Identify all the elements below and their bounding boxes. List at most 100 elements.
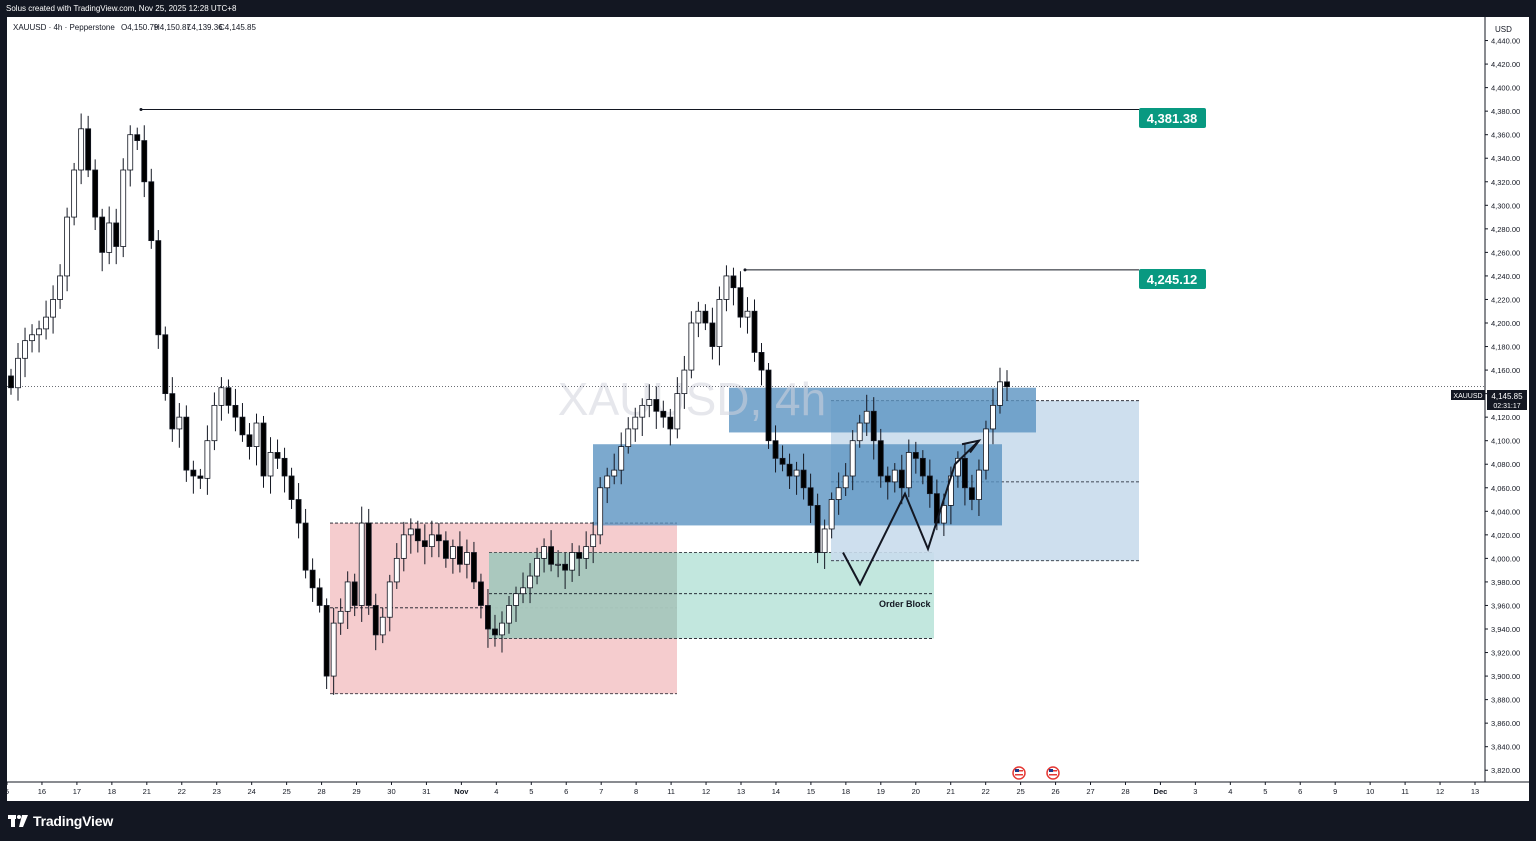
candle-body[interactable] [898,469,905,489]
candle-body[interactable] [849,440,856,477]
candle-body[interactable] [863,410,870,424]
candle-body[interactable] [835,487,842,500]
candle-body[interactable] [919,457,926,477]
candle-body[interactable] [548,546,554,565]
candle-body[interactable] [435,534,442,542]
candle-body[interactable] [590,534,597,548]
candle-body[interactable] [372,605,379,636]
demand-zone-blue[interactable] [593,444,1002,526]
candle-body[interactable] [702,310,709,324]
candle-body[interactable] [625,428,632,447]
candle-body[interactable] [997,381,1003,406]
candle-body[interactable] [569,552,576,571]
candle-body[interactable] [288,475,295,500]
candle-body[interactable] [772,440,779,459]
candle-body[interactable] [127,134,134,171]
candle-body[interactable] [36,328,42,336]
candle-body[interactable] [281,457,288,477]
candle-body[interactable] [751,310,758,353]
candle-body[interactable] [85,128,92,171]
candle-body[interactable] [197,475,204,479]
candle-body[interactable] [506,605,512,624]
candle-body[interactable] [155,240,162,336]
candle-body[interactable] [870,410,877,442]
candle-body[interactable] [723,275,730,300]
candle-body[interactable] [653,399,660,412]
candle-body[interactable] [43,316,49,330]
candle-body[interactable] [218,387,225,406]
candle-body[interactable] [555,563,561,566]
candle-body[interactable] [969,487,975,500]
candle-body[interactable] [471,552,477,583]
candle-body[interactable] [541,546,547,559]
candle-body[interactable] [990,404,996,430]
candle-body[interactable] [646,399,653,406]
candle-body[interactable] [246,434,253,447]
candle-body[interactable] [912,452,919,459]
candle-body[interactable] [604,475,611,489]
candle-body[interactable] [393,557,400,583]
candle-body[interactable] [204,440,211,479]
candle-body[interactable] [8,375,14,389]
candle-body[interactable] [730,275,737,289]
candle-body[interactable] [983,428,989,471]
candle-body[interactable] [786,463,793,477]
candle-body[interactable] [120,169,127,247]
candle-body[interactable] [520,587,526,595]
candle-body[interactable] [57,275,63,300]
candle-body[interactable] [499,622,505,636]
candle-body[interactable] [162,334,169,395]
candle-body[interactable] [323,605,330,677]
candle-body[interactable] [344,581,351,612]
candle-body[interactable] [527,575,533,589]
candle-body[interactable] [190,469,197,477]
candle-body[interactable] [688,322,695,371]
candle-body[interactable] [821,528,828,553]
candle-body[interactable] [71,169,78,218]
candle-body[interactable] [99,216,106,253]
candle-body[interactable] [421,540,428,548]
candle-body[interactable] [905,452,912,489]
candle-body[interactable] [926,475,933,495]
candle-body[interactable] [302,522,309,571]
candle-body[interactable] [92,169,99,218]
candle-body[interactable] [239,416,246,436]
candle-body[interactable] [695,310,702,324]
candle-body[interactable] [351,581,358,606]
candle-body[interactable] [379,616,386,636]
level-badge-1[interactable]: 4,381.38 [1139,108,1206,128]
candle-body[interactable] [211,404,218,442]
candle-body[interactable] [267,452,274,477]
candle-body[interactable] [260,422,267,477]
candle-body[interactable] [449,546,456,559]
candle-body[interactable] [309,569,316,589]
us-flag-icon[interactable] [1046,766,1060,780]
candle-body[interactable] [576,552,583,559]
candle-body[interactable] [639,404,646,418]
candle-body[interactable] [793,469,800,477]
candle-body[interactable] [478,581,484,606]
candle-body[interactable] [485,605,491,630]
candle-body[interactable] [232,404,239,418]
candle-body[interactable] [513,593,519,606]
candle-body[interactable] [457,546,463,565]
candle-body[interactable] [295,499,302,524]
candle-body[interactable] [365,522,372,606]
candle-body[interactable] [141,140,148,183]
candle-body[interactable] [414,528,421,542]
candle-body[interactable] [618,446,625,471]
candle-body[interactable] [667,416,674,430]
candle-body[interactable] [800,469,807,489]
candle-body[interactable] [976,469,982,500]
candle-body[interactable] [597,487,604,536]
candle-body[interactable] [807,487,814,506]
candle-body[interactable] [562,563,569,571]
chart-area[interactable]: XAUUSD, 4h 4,440.00 4,420.00 4,400.00 4,380… [7,17,1529,801]
candle-body[interactable] [50,299,56,318]
candle-body[interactable] [534,557,540,577]
candle-body[interactable] [681,369,688,395]
zigzag-drawing[interactable] [842,439,980,587]
candle-body[interactable] [15,357,21,389]
candle-body[interactable] [856,422,863,442]
candle-body[interactable] [877,440,884,477]
